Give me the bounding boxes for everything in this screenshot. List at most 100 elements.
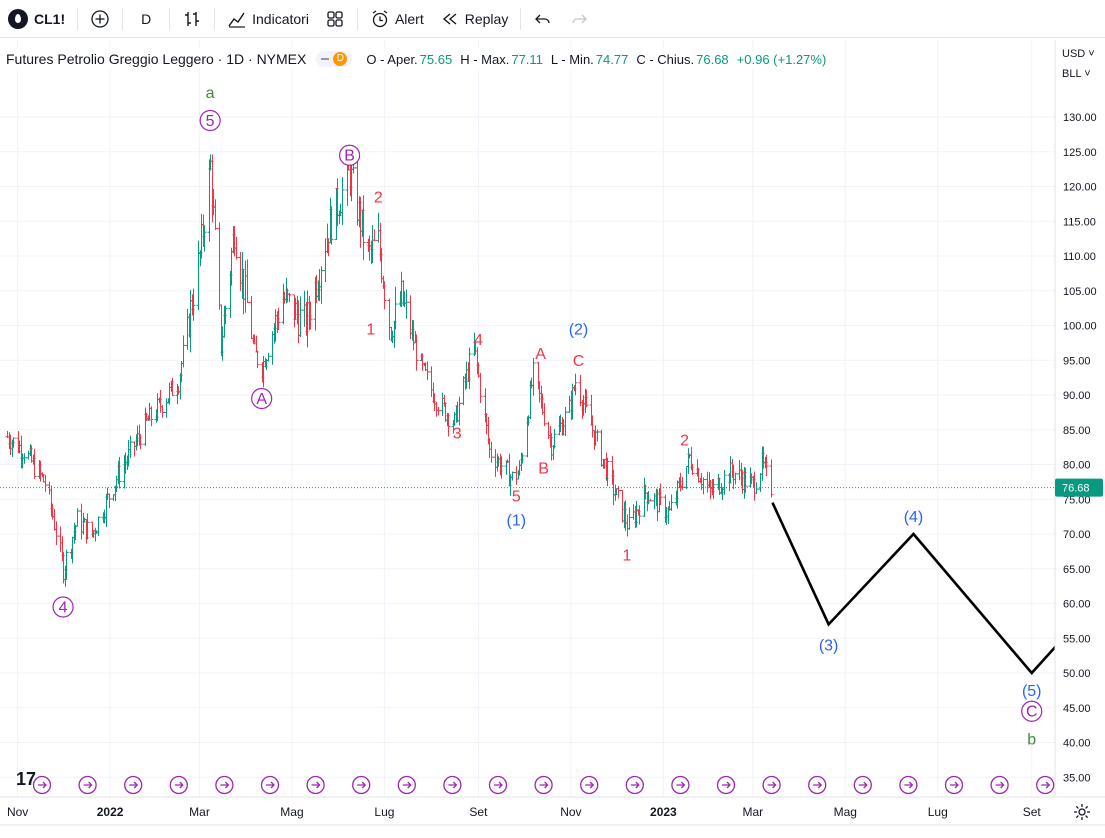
event-arrow-icon bbox=[904, 781, 914, 789]
chart-grid bbox=[0, 40, 1055, 796]
wave-label: (5) bbox=[1022, 683, 1042, 700]
event-arrow-icon bbox=[448, 781, 458, 789]
add-symbol-icon bbox=[91, 9, 109, 28]
price-tick-label: 75.00 bbox=[1063, 494, 1091, 506]
time-tick-label: Set bbox=[1023, 805, 1042, 819]
price-tick-label: 40.00 bbox=[1063, 738, 1091, 750]
event-arrow-icon bbox=[676, 781, 686, 789]
event-arrow-icon bbox=[630, 781, 640, 789]
layout-grid-icon bbox=[327, 10, 343, 27]
close-key: C - Chius. bbox=[636, 51, 695, 67]
toolbar-divider bbox=[169, 7, 171, 30]
event-arrow-icon bbox=[357, 781, 367, 789]
symbol-label: CL1! bbox=[34, 10, 66, 27]
toolbar-divider bbox=[122, 7, 124, 30]
wave-label: (2) bbox=[569, 321, 589, 338]
event-arrow-icon bbox=[1041, 781, 1051, 789]
time-tick-label: Nov bbox=[7, 805, 28, 819]
alert-button[interactable]: Alert bbox=[362, 4, 432, 34]
top-toolbar: CL1! D Indicatori Alert Replay bbox=[0, 0, 1105, 38]
event-arrow-icon bbox=[38, 781, 47, 789]
price-tick-label: 45.00 bbox=[1063, 703, 1091, 715]
price-tick-label: 105.00 bbox=[1063, 286, 1097, 298]
replay-label: Replay bbox=[464, 10, 509, 27]
wave-label: 2 bbox=[680, 433, 689, 450]
time-tick-label: 2023 bbox=[650, 805, 677, 819]
event-arrow-icon bbox=[767, 781, 777, 789]
open-key: O - Aper. bbox=[366, 51, 418, 67]
tradingview-logo[interactable]: 17 bbox=[16, 769, 36, 789]
time-tick-label: 2022 bbox=[97, 805, 124, 819]
indicators-icon bbox=[228, 12, 246, 28]
event-arrow-icon bbox=[585, 781, 595, 789]
wave-label-circle bbox=[1021, 700, 1043, 722]
price-tick-label: 95.00 bbox=[1063, 355, 1091, 367]
time-tick-label: Lug bbox=[928, 805, 948, 819]
event-arrow-icon bbox=[83, 781, 93, 789]
ohlc-bars bbox=[5, 149, 774, 587]
compare-button[interactable] bbox=[82, 4, 118, 34]
redo-icon bbox=[572, 14, 588, 23]
chart-type-button[interactable] bbox=[174, 4, 210, 34]
wave-label-circle bbox=[199, 109, 221, 132]
interval-button[interactable]: D bbox=[127, 4, 165, 34]
undo-button[interactable] bbox=[525, 4, 561, 34]
replay-button[interactable]: Replay bbox=[432, 4, 517, 34]
instrument-title[interactable]: Futures Petrolio Greggio Leggero · 1D · … bbox=[6, 51, 307, 67]
elliott-projection-line[interactable] bbox=[771, 502, 1077, 675]
layouts-button[interactable] bbox=[317, 4, 353, 34]
toolbar-divider bbox=[520, 7, 522, 30]
toolbar-divider bbox=[214, 7, 216, 30]
wave-label: 4 bbox=[59, 599, 68, 616]
price-tick-label: 80.00 bbox=[1063, 460, 1091, 472]
wave-label: (3) bbox=[819, 638, 839, 655]
currency-dropdown[interactable]: USD ˅ bbox=[1057, 44, 1105, 64]
low-key: L - Min. bbox=[550, 51, 594, 67]
time-tick-label: Lug bbox=[374, 805, 394, 819]
event-arrow-icon bbox=[722, 781, 731, 789]
event-markers bbox=[32, 775, 1055, 795]
event-arrow-icon bbox=[402, 781, 412, 789]
event-arrow-icon bbox=[129, 781, 139, 789]
wave-label: B bbox=[344, 148, 355, 165]
wave-label-circle bbox=[251, 387, 273, 410]
replay-rewind-icon bbox=[442, 12, 457, 25]
price-tick-label: 70.00 bbox=[1063, 529, 1091, 541]
redo-button[interactable] bbox=[561, 4, 597, 34]
indicators-button[interactable]: Indicatori bbox=[219, 4, 317, 34]
wave-label: 1 bbox=[366, 321, 375, 338]
close-value: 76.68 bbox=[696, 51, 729, 67]
price-tick-label: 65.00 bbox=[1063, 564, 1091, 576]
wave-label: 3 bbox=[453, 426, 462, 443]
time-axis-background bbox=[0, 797, 1105, 838]
price-scale-unit-selector: USD ˅ BLL ˅ bbox=[1057, 44, 1105, 84]
wave-label: A bbox=[256, 391, 267, 408]
price-axis[interactable]: 130.00 125.00 120.00 115.00 110.00 105.00 100.… bbox=[1054, 40, 1105, 800]
interval-label: D bbox=[141, 10, 152, 27]
high-value: 77.11 bbox=[511, 51, 543, 67]
delayed-data-badge: D bbox=[333, 52, 348, 66]
toolbar-divider bbox=[356, 7, 358, 30]
wave-label: 4 bbox=[474, 332, 483, 349]
price-tick-label: 85.00 bbox=[1063, 425, 1091, 437]
event-arrow-icon bbox=[311, 781, 321, 789]
chevron-down-icon: ˅ bbox=[1088, 48, 1095, 60]
time-tick-label: Mag bbox=[280, 805, 303, 819]
time-tick-label: Mar bbox=[189, 805, 210, 819]
last-price-badge bbox=[1055, 478, 1103, 497]
settings-gear-icon[interactable] bbox=[1072, 802, 1092, 822]
event-arrow-icon bbox=[995, 781, 1005, 789]
unit-label: BLL bbox=[1062, 68, 1082, 80]
price-tick-label: 35.00 bbox=[1063, 772, 1091, 784]
unit-dropdown[interactable]: BLL ˅ bbox=[1057, 64, 1105, 84]
wave-label-circle bbox=[338, 144, 361, 166]
event-arrow-icon bbox=[266, 781, 275, 789]
last-price-label: 76.68 bbox=[1062, 483, 1090, 495]
time-axis[interactable]: Nov 2022 Mar Mag Lug Set Nov 2023 Mar Mag Lug Set bbox=[0, 796, 1105, 838]
price-tick-label: 115.00 bbox=[1063, 216, 1096, 228]
visibility-toggle-pill[interactable]: D bbox=[316, 51, 353, 67]
event-arrow-icon bbox=[494, 781, 503, 789]
symbol-search-button[interactable]: CL1! bbox=[0, 4, 73, 34]
event-arrow-icon bbox=[813, 781, 823, 789]
